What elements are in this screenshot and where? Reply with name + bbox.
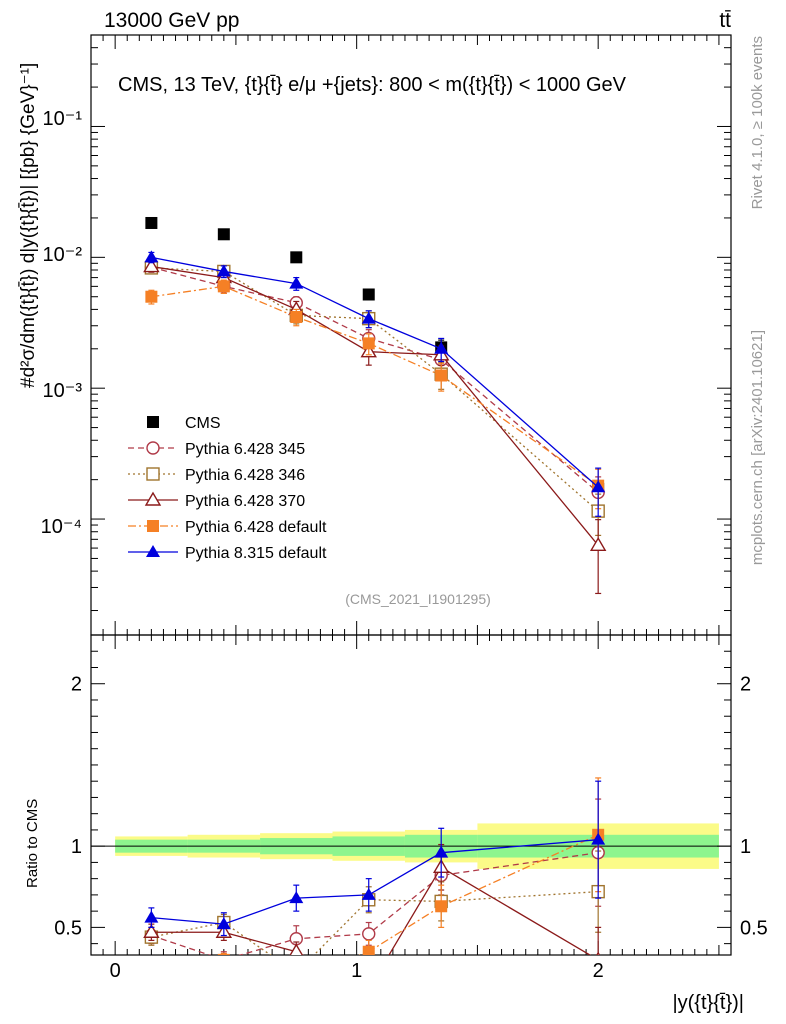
legend-item-pythia6-346: Pythia 6.428 346 (128, 467, 305, 484)
data-point (362, 288, 375, 301)
data-point (216, 264, 231, 277)
series-line (151, 256, 599, 488)
legend-item-pythia6-default: Pythia 6.428 default (128, 519, 327, 536)
ratio-point (143, 923, 160, 938)
chart-title: CMS, 13 TeV, {t}{t̄} e/μ +{jets}: 800 < … (118, 74, 627, 96)
y-tick-label: 10⁻² (43, 244, 83, 266)
ratio-tick-label: 0.5 (54, 917, 82, 939)
ratio-plot-frame (90, 634, 732, 956)
series-line (151, 285, 599, 487)
data-point (434, 341, 449, 354)
ratio-tick-label: 2 (71, 674, 82, 696)
x-axis-label: |y({t}{t̄})| (672, 992, 744, 1014)
ratio-uncertainty-bands (91, 823, 731, 869)
ratio-point (145, 959, 157, 971)
rivet-label: Rivet 4.1.0, ≥ 100k events (749, 36, 766, 209)
analysis-tag: (CMS_2021_I1901295) (345, 591, 491, 607)
data-point (289, 276, 304, 289)
ratio-tick-labels: 0.5 0.5 1 1 2 2 (54, 674, 768, 940)
y-axis-label: #d²σ/dm({t}{t̄}) d|y({t}{t̄})| [{pb} {Ge… (18, 63, 39, 388)
ratio-line (151, 852, 599, 955)
ratio-point (362, 982, 376, 994)
ratio-series-py6def (145, 777, 605, 985)
legend-item-cms: CMS (147, 415, 221, 432)
ratio-point (144, 910, 159, 923)
x-tick-labels: 0 1 2 (110, 960, 604, 982)
data-point (362, 337, 375, 350)
ratio-point (591, 832, 606, 845)
legend-label: Pythia 6.428 370 (185, 493, 305, 510)
ratio-line (151, 891, 599, 955)
mcplots-label: mcplots.cern.ch [arXiv:2401.10621] (749, 330, 766, 565)
ratio-tick-label: 1 (71, 836, 82, 858)
legend: CMS Pythia 6.428 345 Pythia 6.428 346 Py… (128, 415, 327, 562)
data-point (290, 310, 303, 323)
ratio-tick-label: 2 (740, 674, 751, 696)
data-point (217, 228, 230, 241)
ratio-series-layer (143, 777, 606, 994)
series-py6def (145, 279, 605, 510)
ratio-point (216, 917, 231, 930)
legend-item-pythia6-370: Pythia 6.428 370 (128, 491, 305, 510)
data-point (217, 280, 230, 293)
legend-item-pythia6-345: Pythia 6.428 345 (128, 441, 305, 458)
series-py8 (144, 250, 606, 517)
ratio-series-py346 (144, 850, 605, 979)
beam-label: 13000 GeV pp (104, 9, 239, 32)
legend-label: Pythia 6.428 default (185, 519, 327, 536)
legend-marker (147, 416, 159, 428)
legend-label: Pythia 6.428 346 (185, 467, 305, 484)
legend-marker (146, 545, 160, 557)
data-point (290, 251, 303, 264)
ratio-point (362, 945, 375, 955)
ratio-point (435, 900, 448, 913)
series-line (151, 267, 599, 512)
data-point (361, 311, 376, 324)
data-point (145, 290, 158, 303)
ratio-line (358, 834, 599, 955)
ratio-line (151, 866, 592, 955)
ratio-point (361, 887, 376, 900)
ratio-point (289, 943, 304, 955)
series-line (151, 266, 599, 493)
legend-marker (147, 520, 159, 532)
data-point (591, 480, 606, 493)
main-series-layer (143, 216, 607, 595)
ratio-point (219, 953, 229, 955)
ratio-point (289, 891, 304, 904)
ratio-point (217, 953, 230, 955)
ratio-point (290, 967, 302, 979)
ratio-tick-label: 0.5 (740, 917, 768, 939)
ratio-axis-label: Ratio to CMS (24, 799, 41, 888)
legend-marker (144, 491, 162, 506)
y-tick-label: 10⁻³ (43, 380, 83, 402)
x-tick-label: 1 (351, 960, 362, 982)
ratio-point (596, 951, 601, 955)
x-tick-label: 2 (593, 960, 604, 982)
data-point (435, 369, 448, 382)
legend-item-pythia8-default: Pythia 8.315 default (128, 545, 327, 562)
ratio-point (434, 845, 449, 858)
ratio-series-py8 (144, 780, 606, 937)
x-tick-label: 0 (110, 960, 121, 982)
series-line (151, 265, 599, 546)
y-tick-label: 10⁻¹ (43, 108, 83, 130)
data-point (589, 536, 607, 552)
y-tick-label: 10⁻⁴ (41, 516, 82, 538)
data-point (143, 258, 160, 273)
legend-label: CMS (185, 415, 221, 432)
legend-marker (146, 467, 160, 481)
ratio-line (151, 839, 599, 925)
axis-ticks (91, 34, 731, 955)
legend-marker (146, 441, 160, 455)
legend-label: Pythia 8.315 default (185, 545, 327, 562)
ratio-tick-label: 1 (740, 836, 751, 858)
data-point (145, 216, 158, 229)
data-point (144, 250, 159, 263)
ratio-point (290, 973, 302, 985)
legend-label: Pythia 6.428 345 (185, 441, 305, 458)
ratio-point (362, 927, 376, 941)
process-label: tt̄ (719, 9, 731, 32)
